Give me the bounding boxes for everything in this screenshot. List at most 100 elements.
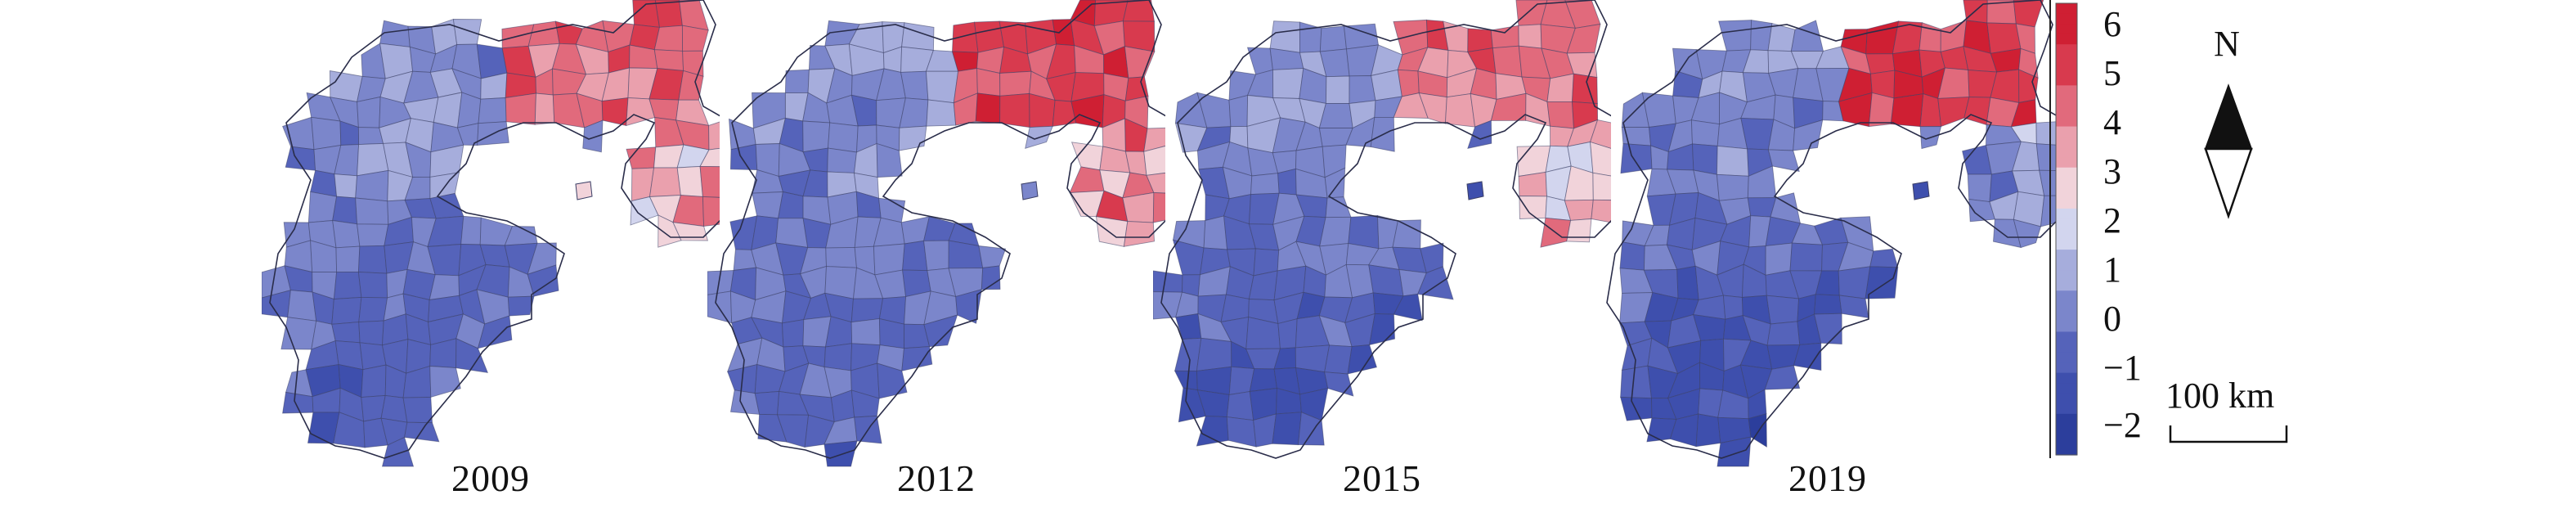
legend-color-cell: [2056, 311, 2077, 322]
legend-color-cell: [2056, 434, 2077, 446]
district-polygon: [1748, 413, 1767, 448]
district-polygon: [828, 122, 859, 153]
district-polygon: [582, 119, 604, 153]
district-polygon: [1620, 365, 1653, 399]
north-arrow-icon: [2204, 83, 2253, 219]
district-polygon: [898, 125, 927, 151]
district-polygon: [534, 92, 555, 125]
legend-color-cell: [2056, 85, 2077, 97]
district-polygon: [1277, 318, 1298, 349]
district-polygon: [1143, 127, 1165, 152]
district-polygon: [402, 396, 433, 424]
district-polygon: [358, 320, 384, 346]
district-polygon: [955, 289, 982, 324]
district-polygon: [1347, 344, 1377, 375]
district-polygon: [1690, 119, 1720, 146]
legend-color-cell: [2056, 331, 2077, 343]
legend-color-cell: [2056, 352, 2077, 363]
year-label: 2009: [451, 457, 530, 499]
district-polygons: [707, 0, 1165, 467]
district-polygon: [1272, 412, 1302, 446]
district-polygon: [1695, 413, 1721, 448]
district-polygon: [1765, 242, 1793, 276]
legend-color-cell: [2056, 74, 2077, 86]
district-polygon: [1590, 119, 1611, 149]
year-label: 2019: [1788, 457, 1867, 499]
district-polygon: [1295, 344, 1331, 373]
district-polygon: [1319, 25, 1347, 52]
district-polygon: [981, 265, 1001, 290]
district-polygon: [2040, 195, 2057, 227]
legend-tick: 2: [2103, 200, 2121, 241]
district-polygon: [999, 70, 1032, 97]
district-polygon: [1298, 412, 1325, 446]
legend-tick: 5: [2103, 53, 2121, 93]
district-polygon: [456, 338, 489, 373]
district-polygon: [1518, 171, 1547, 197]
district-polygon: [923, 314, 958, 348]
region-boundary: [715, 0, 1165, 459]
district-polygon: [699, 147, 720, 168]
district-polygon: [1814, 294, 1842, 315]
legend-color-cell: [2056, 44, 2077, 56]
legend-tick: −1: [2103, 348, 2142, 388]
district-polygon: [1766, 295, 1800, 325]
district-polygon: [505, 92, 536, 125]
district-polygon: [926, 70, 959, 104]
district-polygon: [1228, 94, 1249, 128]
district-polygon: [1492, 45, 1523, 78]
district-polygon: [2013, 0, 2044, 28]
color-legend: [2049, 0, 2078, 458]
district-polygon: [1324, 371, 1354, 397]
legend-color-cell: [2056, 413, 2077, 425]
legend-color-cell: [2056, 239, 2077, 250]
district-polygon: [285, 146, 316, 171]
district-polygon: [825, 246, 857, 268]
legend-tick: 6: [2103, 4, 2121, 44]
enclave-polygon: [1912, 181, 1930, 200]
legend-frame: [2055, 2, 2078, 456]
district-polygon: [975, 92, 1001, 124]
district-polygon: [782, 319, 805, 348]
district-polygon: [1174, 370, 1198, 391]
district-polygon: [1868, 92, 1895, 128]
district-polygons: [1618, 0, 2057, 467]
legend-color-cell: [2056, 393, 2077, 404]
district-polygon: [1676, 265, 1699, 300]
district-polygon: [923, 240, 949, 272]
legend-color-cell: [2056, 167, 2077, 178]
year-label: 2012: [897, 457, 976, 499]
district-polygon: [1143, 146, 1165, 176]
district-polygon: [2013, 218, 2042, 249]
legend-color-cell: [2056, 362, 2077, 374]
legend-color-cell: [2056, 372, 2077, 384]
district-polygon: [1272, 68, 1304, 99]
district-polygon: [1572, 73, 1598, 105]
district-polygon: [334, 173, 358, 199]
district-polygon: [1518, 24, 1542, 49]
district-polygon: [672, 222, 708, 241]
district-polygon: [902, 240, 928, 272]
district-polygon: [2035, 143, 2057, 171]
district-polygon: [1890, 93, 1924, 128]
district-polygon: [1324, 344, 1353, 375]
district-polygon: [999, 92, 1030, 128]
legend-color-cell: [2056, 198, 2077, 209]
district-polygon: [1269, 20, 1300, 53]
legend-color-cell: [2056, 229, 2077, 241]
district-polygon: [802, 120, 831, 153]
district-polygon: [1123, 221, 1155, 247]
legend-color-cell: [2056, 157, 2077, 169]
region-boundary: [1160, 0, 1611, 459]
district-polygon: [754, 390, 780, 416]
district-polygon: [976, 68, 1001, 97]
scale-bar-label: 100 km: [2165, 376, 2275, 416]
district-polygon: [676, 165, 703, 197]
district-polygon: [1591, 199, 1611, 223]
district-polygon: [456, 92, 482, 128]
district-polygon: [653, 49, 684, 71]
district-polygon: [699, 165, 720, 198]
district-polygon: [1203, 215, 1228, 250]
district-polygon: [1967, 173, 1992, 203]
legend-color-cell: [2056, 290, 2077, 302]
